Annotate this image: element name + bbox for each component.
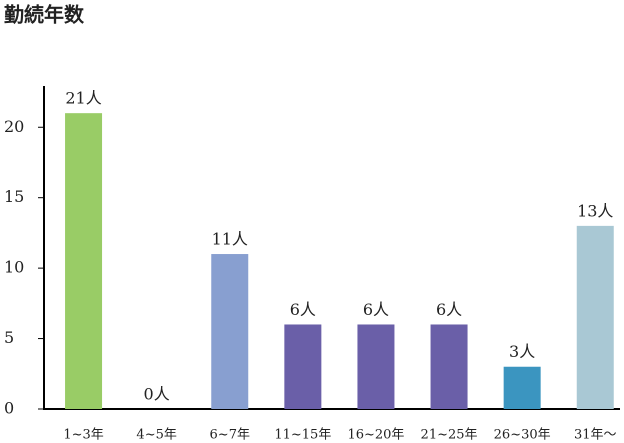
bar — [576, 225, 614, 409]
bar — [65, 113, 103, 409]
bar — [503, 366, 541, 409]
x-tick-label: 26~30年 — [494, 428, 551, 443]
y-tick-label: 0 — [4, 399, 14, 418]
chart-title: 勤続年数 — [4, 3, 85, 27]
bar — [357, 324, 395, 409]
x-tick-label: 11~15年 — [274, 428, 331, 443]
data-label: 6人 — [363, 300, 389, 319]
x-tick-label: 16~20年 — [347, 428, 404, 443]
data-label: 6人 — [436, 300, 462, 319]
y-tick-label: 5 — [4, 328, 14, 347]
x-tick-label: 6~7年 — [210, 428, 250, 443]
y-tick-label: 15 — [4, 187, 24, 206]
data-label: 13人 — [577, 201, 613, 220]
x-tick-label: 1~3年 — [63, 428, 103, 443]
data-label: 21人 — [65, 89, 101, 108]
y-tick-label: 10 — [4, 258, 24, 277]
data-label: 6人 — [290, 300, 316, 319]
x-tick-label: 31年〜 — [574, 428, 617, 443]
bar — [284, 324, 322, 409]
bar — [430, 324, 468, 409]
x-tick-label: 21~25年 — [421, 428, 478, 443]
x-tick-label: 4~5年 — [136, 428, 176, 443]
y-tick-label: 20 — [4, 117, 24, 136]
data-label: 3人 — [509, 342, 535, 361]
data-label: 11人 — [212, 230, 248, 249]
data-label: 0人 — [144, 385, 170, 404]
bar — [211, 254, 249, 409]
